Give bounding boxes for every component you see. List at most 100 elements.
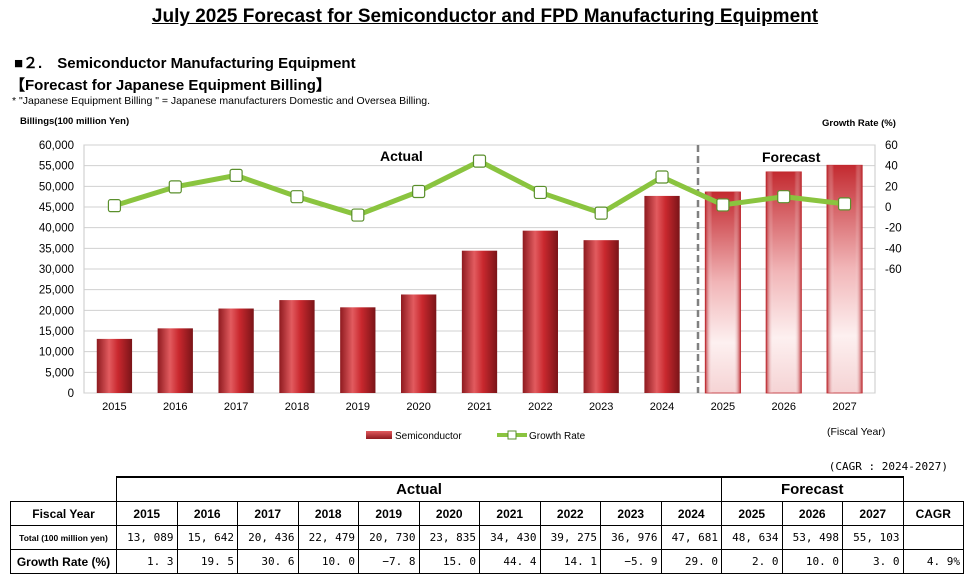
left-axis-title: Billings(100 million Yen) xyxy=(20,116,129,127)
total-cell: 13, 089 xyxy=(116,525,178,550)
year-header-cell: 2024 xyxy=(660,501,722,526)
right-tick-label: 60 xyxy=(885,140,898,152)
year-header-cell: 2019 xyxy=(358,501,420,526)
forecast-annotation: Forecast xyxy=(762,149,821,165)
year-header-cell: 2025 xyxy=(721,501,783,526)
legend-swatch-growth-marker xyxy=(507,430,517,440)
x-axis-title: (Fiscal Year) xyxy=(827,426,885,438)
growth-cell: 10. 0 xyxy=(781,549,843,574)
total-cell: 22, 479 xyxy=(297,525,359,550)
group-header-row: Actual Forecast xyxy=(11,476,964,502)
left-tick-label: 50,000 xyxy=(39,181,74,193)
page-title: July 2025 Forecast for Semiconductor and… xyxy=(151,6,819,27)
total-cell: 34, 430 xyxy=(479,525,541,550)
left-tick-label: 20,000 xyxy=(39,305,74,317)
section-title: ■２. Semiconductor Manufacturing Equipmen… xyxy=(14,55,356,72)
chart-subtitle: 【Forecast for Japanese Equipment Billing… xyxy=(10,77,331,94)
total-cell: 20, 730 xyxy=(358,525,420,550)
x-tick-label: 2019 xyxy=(346,401,370,413)
bar-2017 xyxy=(218,308,254,393)
right-tick-label: -60 xyxy=(885,264,902,276)
left-tick-label: 0 xyxy=(68,388,74,400)
growth-cell: 10. 0 xyxy=(297,549,359,574)
total-cell: 20, 436 xyxy=(237,525,299,550)
total-cell: 55, 103 xyxy=(842,525,904,550)
total-cell: 23, 835 xyxy=(418,525,480,550)
growth-point-2019 xyxy=(351,208,365,222)
x-axis-ticks: 2015 2016 2017 2018 2019 2020 2021 2022 2023 2024… xyxy=(102,401,857,413)
growth-row-label: Growth Rate (%) xyxy=(10,549,117,574)
growth-cell: 44. 4 xyxy=(479,549,541,574)
x-tick-label: 2024 xyxy=(650,401,674,413)
year-header-cell: 2020 xyxy=(418,501,480,526)
growth-cagr-cell: 4. 9% xyxy=(902,549,964,574)
growth-cell: 30. 6 xyxy=(237,549,299,574)
x-tick-label: 2027 xyxy=(832,401,856,413)
x-tick-label: 2022 xyxy=(528,401,552,413)
fiscal-year-header: Fiscal Year xyxy=(10,501,117,526)
growth-point-2017 xyxy=(229,168,243,182)
total-cagr-cell xyxy=(902,525,964,550)
growth-point-2024 xyxy=(655,170,669,184)
growth-point-2026 xyxy=(777,190,791,204)
growth-cell: −5. 9 xyxy=(600,549,662,574)
bar-shade-2025 xyxy=(705,191,741,393)
growth-point-2016 xyxy=(168,180,182,194)
growth-point-2023 xyxy=(594,206,608,220)
growth-row: Growth Rate (%) 1. 3 19. 5 30. 6 10. 0 −7. 8… xyxy=(10,549,964,574)
right-tick-label: 0 xyxy=(885,202,891,214)
total-cell: 47, 681 xyxy=(660,525,722,550)
forecast-table: Actual Forecast Fiscal Year 2015 2016 2017… xyxy=(10,476,964,574)
left-tick-label: 35,000 xyxy=(39,243,74,255)
growth-cell: 3. 0 xyxy=(842,549,904,574)
bar-2015 xyxy=(96,338,133,393)
growth-point-2021 xyxy=(472,154,487,168)
year-header-cell: 2018 xyxy=(297,501,359,526)
right-axis-ticks: 60 40 20 0 -20 -40 -60 xyxy=(885,140,902,276)
left-tick-label: 30,000 xyxy=(39,264,74,276)
year-header-cell: 2027 xyxy=(842,501,904,526)
x-tick-label: 2016 xyxy=(163,401,187,413)
growth-cell: 14. 1 xyxy=(539,549,601,574)
x-tick-label: 2015 xyxy=(102,401,126,413)
x-tick-label: 2026 xyxy=(771,401,795,413)
growth-rate-series xyxy=(107,154,852,222)
year-header-cell: 2026 xyxy=(781,501,843,526)
growth-cell: 29. 0 xyxy=(660,549,722,574)
growth-point-2020 xyxy=(412,184,426,199)
x-tick-label: 2021 xyxy=(467,401,491,413)
left-tick-label: 15,000 xyxy=(39,326,74,338)
total-cell: 39, 275 xyxy=(539,525,601,550)
bar-2023 xyxy=(583,240,619,393)
billing-chart: Billings(100 million Yen) Growth Rate (%… xyxy=(20,116,902,442)
left-tick-label: 55,000 xyxy=(39,161,74,173)
growth-point-2027 xyxy=(837,197,852,211)
x-tick-label: 2025 xyxy=(711,401,735,413)
right-axis-title: Growth Rate (%) xyxy=(822,118,896,129)
growth-point-2025 xyxy=(716,198,730,212)
cagr-note: (CAGR : 2024-2027) xyxy=(828,460,948,473)
left-tick-label: 40,000 xyxy=(39,223,74,235)
group-forecast: Forecast xyxy=(721,476,904,502)
right-tick-label: 20 xyxy=(885,181,898,193)
chart-legend: Semiconductor Growth Rate xyxy=(366,430,586,442)
cagr-header-cell: CAGR xyxy=(902,501,964,526)
right-tick-label: 40 xyxy=(885,161,898,173)
year-header-cell: 2022 xyxy=(539,501,601,526)
total-cell: 15, 642 xyxy=(176,525,238,550)
legend-label-growth: Growth Rate xyxy=(529,431,586,442)
right-tick-label: -40 xyxy=(885,243,902,255)
grid-lines xyxy=(84,144,875,394)
total-row-label: Total (100 million yen) xyxy=(10,525,117,550)
year-header-cell: 2016 xyxy=(176,501,238,526)
bar-2022 xyxy=(522,230,558,393)
year-header-row: Fiscal Year 2015 2016 2017 2018 2019 2020 2021… xyxy=(10,501,964,526)
year-header-cell: 2015 xyxy=(116,501,178,526)
growth-cell: −7. 8 xyxy=(358,549,420,574)
total-cell: 48, 634 xyxy=(721,525,783,550)
x-tick-label: 2023 xyxy=(589,401,613,413)
year-header-cell: 2017 xyxy=(237,501,299,526)
bar-2020 xyxy=(401,294,437,393)
total-row: Total (100 million yen) 13, 089 15, 642 20… xyxy=(10,525,964,550)
bar-2019 xyxy=(340,307,376,393)
